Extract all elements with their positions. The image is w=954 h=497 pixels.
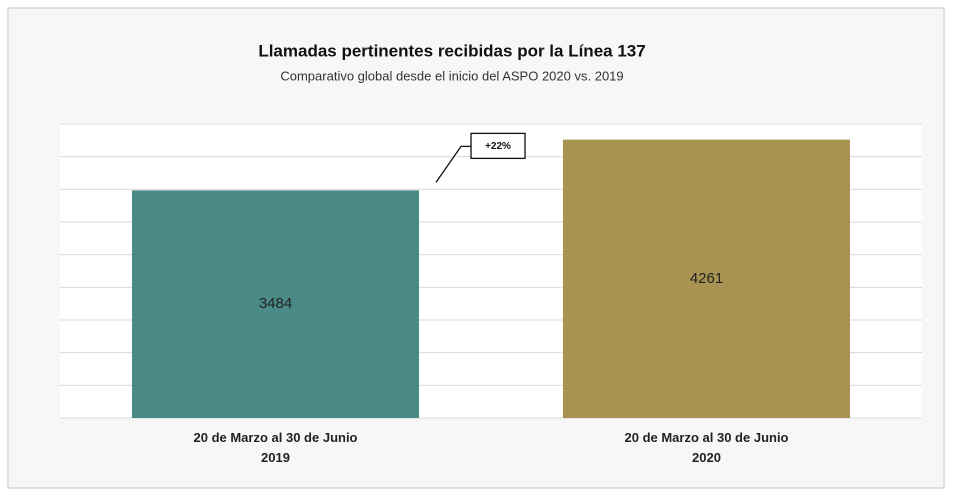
- data-label: 4261: [690, 270, 723, 287]
- annotation-box: [470, 132, 526, 160]
- chart-title: Llamadas pertinentes recibidas por la Lí…: [258, 41, 645, 60]
- bar: [562, 139, 851, 418]
- chart-subtitle: Comparativo global desde el inicio del A…: [280, 68, 623, 83]
- data-label: 3484: [259, 295, 292, 312]
- x-tick-label: 20 de Marzo al 30 de Junio 2019: [193, 430, 358, 465]
- bar: [131, 190, 420, 418]
- annotation-line: [435, 145, 472, 183]
- annotation: +22%: [485, 141, 511, 152]
- x-tick-label: 20 de Marzo al 30 de Junio 2020: [624, 430, 789, 465]
